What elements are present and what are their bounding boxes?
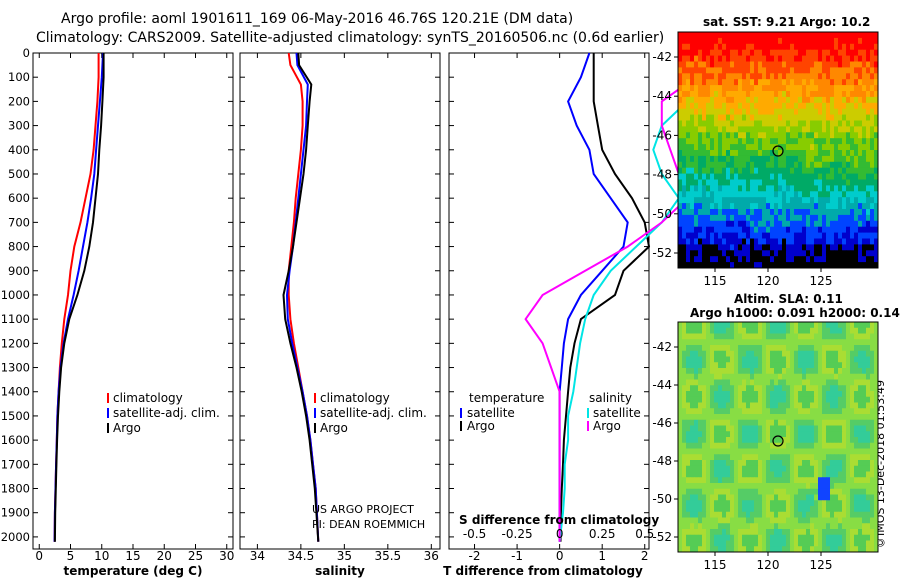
sla-argo-location-marker <box>772 435 784 447</box>
sst-panel-title: sat. SST: 9.21 Argo: 10.2 <box>703 15 871 29</box>
legend-label-salinity-satellite: satellite <box>593 406 641 420</box>
depth-tick-label: 800 <box>8 240 30 254</box>
sst-xtick-label: 115 <box>704 274 727 288</box>
depth-tick-label: 1100 <box>1 312 30 326</box>
depth-tick-label: 2000 <box>1 530 30 544</box>
sla-map <box>678 322 879 553</box>
depth-tick-label: 1500 <box>1 409 30 423</box>
legend-label-argo: Argo <box>113 421 141 435</box>
sst-ytick-label: -50 <box>652 207 672 221</box>
salinity-xtick-label: 35.5 <box>374 549 401 563</box>
salinity-xlabel: salinity <box>315 564 365 578</box>
sst-xtick-label: 125 <box>810 274 833 288</box>
temperature-xlabel: temperature (deg C) <box>64 564 203 578</box>
sla-map-frame <box>677 321 879 553</box>
depth-tick-label: 600 <box>8 191 30 205</box>
difference-series-salinity-satellite <box>558 52 705 542</box>
sst-ytick-label: -44 <box>652 89 672 103</box>
depth-tick-label: 0 <box>23 46 30 60</box>
temperature-xtick-label: 5 <box>67 549 75 563</box>
legend-label-climatology: climatology <box>113 391 183 405</box>
sla-panel-title-line2: Argo h1000: 0.091 h2000: 0.14 <box>690 306 900 320</box>
legend-title-temperature: temperature <box>469 391 544 405</box>
sla-panel-title-line1: Altim. SLA: 0.11 <box>734 292 843 306</box>
difference-series-salinity-argo <box>524 52 722 542</box>
depth-tick-label: 1800 <box>1 482 30 496</box>
sla-ytick-label: -52 <box>652 530 672 544</box>
legend-label-satellite-adj-clim-: satellite-adj. clim. <box>320 406 427 420</box>
sst-ytick-label: -48 <box>652 168 672 182</box>
depth-tick-label: 1300 <box>1 361 30 375</box>
salinity-xtick-label: 35 <box>337 549 352 563</box>
legend-label-climatology: climatology <box>320 391 390 405</box>
sla-xtick-label: 125 <box>810 558 833 572</box>
depth-tick-label: 900 <box>8 264 30 278</box>
sla-xtick-label: 115 <box>704 558 727 572</box>
temperature-frame <box>32 52 234 550</box>
legend-label-temperature-satellite: satellite <box>467 406 515 420</box>
sst-argo-location-marker <box>772 145 784 157</box>
temperature-xtick-label: 20 <box>157 549 172 563</box>
sla-ytick-label: -44 <box>652 378 672 392</box>
sla-ytick-label: -46 <box>652 416 672 430</box>
temperature-xtick-label: 15 <box>125 549 140 563</box>
sst-xtick-label: 120 <box>757 274 780 288</box>
depth-tick-label: 300 <box>8 119 30 133</box>
figure-title-line2: Climatology: CARS2009. Satellite-adjuste… <box>36 30 665 46</box>
sst-ytick-label: -46 <box>652 128 672 142</box>
difference-xtick-label: -2 <box>469 549 481 563</box>
temperature-xtick-label: 25 <box>188 549 203 563</box>
salinity-diff-tick-label: 0 <box>556 527 564 541</box>
salinity-frame <box>239 52 441 550</box>
difference-xtick-label: -1 <box>511 549 523 563</box>
depth-tick-label: 500 <box>8 167 30 181</box>
sla-ytick-label: -50 <box>652 492 672 506</box>
legend-label-argo: Argo <box>320 421 348 435</box>
salinity-series-argo <box>282 52 320 542</box>
depth-tick-label: 200 <box>8 94 30 108</box>
sla-xtick-label: 120 <box>757 558 780 572</box>
legend-label-satellite-adj-clim-: satellite-adj. clim. <box>113 406 220 420</box>
salinity-xtick-label: 34.5 <box>288 549 315 563</box>
temperature-xtick-label: 30 <box>219 549 234 563</box>
salinity-diff-tick-label: 0.5 <box>635 527 654 541</box>
depth-tick-label: 100 <box>8 70 30 84</box>
temperature-series-argo <box>53 53 105 542</box>
sla-ytick-label: -42 <box>652 340 672 354</box>
legend-label-temperature-argo: Argo <box>467 419 495 433</box>
sst-map <box>678 32 879 269</box>
difference-xtick-label: 1 <box>598 549 606 563</box>
depth-tick-label: 1900 <box>1 506 30 520</box>
temperature-xtick-label: 10 <box>94 549 109 563</box>
difference-xtick-label: 2 <box>641 549 649 563</box>
sla-ytick-label: -48 <box>652 454 672 468</box>
difference-xlabel: T difference from climatology <box>443 564 643 578</box>
project-label: US ARGO PROJECT <box>312 503 414 516</box>
depth-tick-label: 1700 <box>1 457 30 471</box>
temperature-xtick-label: 0 <box>35 549 43 563</box>
legend-label-salinity-argo: Argo <box>593 419 621 433</box>
depth-tick-label: 1600 <box>1 433 30 447</box>
sst-ytick-label: -42 <box>652 50 672 64</box>
difference-xtick-label: 0 <box>556 549 564 563</box>
sst-ytick-label: -52 <box>652 246 672 260</box>
difference-series-temperature-argo <box>559 53 651 542</box>
salinity-diff-tick-label: 0.25 <box>589 527 616 541</box>
difference-frame <box>448 52 650 550</box>
depth-tick-label: 400 <box>8 143 30 157</box>
salinity-xtick-label: 34 <box>250 549 265 563</box>
figure-title-line1: Argo profile: aoml 1901611_169 06-May-20… <box>61 11 574 27</box>
project-pi-label: PI: DEAN ROEMMICH <box>312 518 425 531</box>
salinity-diff-tick-label: -0.5 <box>463 527 486 541</box>
depth-tick-label: 1000 <box>1 288 30 302</box>
depth-tick-label: 1200 <box>1 336 30 350</box>
salinity-xtick-label: 36 <box>424 549 439 563</box>
legend-title-salinity: salinity <box>589 391 632 405</box>
sst-map-frame <box>677 31 879 269</box>
salinity-diff-axis-label: S difference from climatology <box>459 513 659 527</box>
salinity-diff-tick-label: -0.25 <box>502 527 533 541</box>
depth-tick-label: 700 <box>8 215 30 229</box>
depth-tick-label: 1400 <box>1 385 30 399</box>
